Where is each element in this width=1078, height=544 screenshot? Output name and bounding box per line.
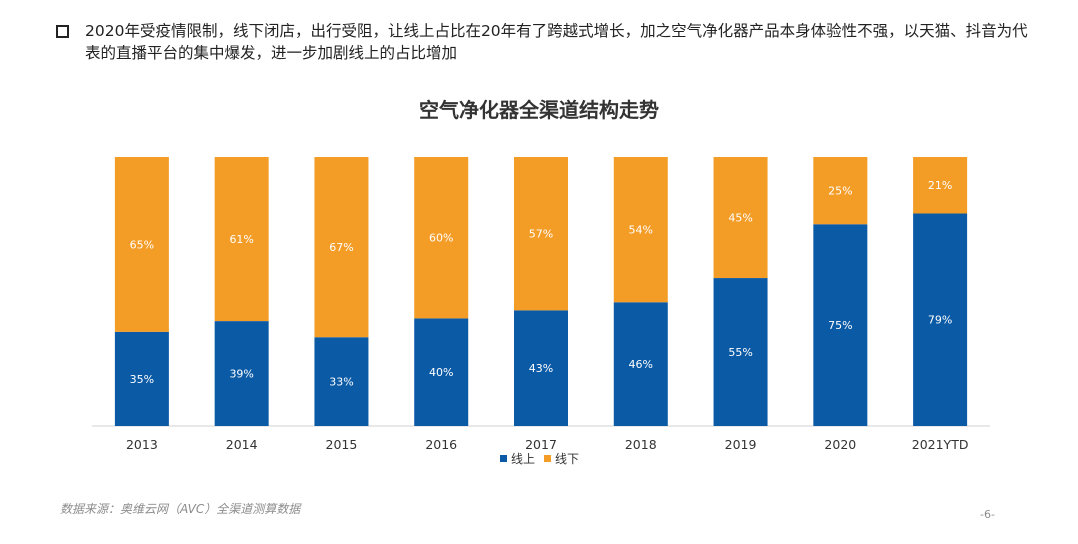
bar-offline-2019 (713, 157, 768, 279)
bar-online-2017 (514, 310, 568, 426)
legend-label-offline: 线下 (555, 452, 579, 466)
intro-text: 2020年受疫情限制，线下闭店，出行受阻，让线上占比在20年有了跨越式增长，加之… (85, 22, 1028, 62)
bar-offline-2013 (114, 157, 169, 332)
bar-offline-2018 (613, 157, 668, 303)
x-tick-label: 2013 (126, 437, 158, 452)
data-label: 57% (529, 228, 553, 241)
x-tick-label: 2014 (226, 437, 258, 452)
data-label: 65% (130, 238, 154, 251)
page-number: -6- (980, 508, 995, 521)
data-label: 79% (928, 314, 952, 327)
data-label: 35% (130, 373, 154, 386)
x-tick-label: 2020 (824, 437, 856, 452)
data-label: 40% (429, 366, 453, 379)
data-label: 33% (329, 376, 353, 389)
legend-label-online: 线上 (511, 452, 535, 466)
bar-online-2015 (314, 337, 369, 426)
bar-offline-2017 (514, 157, 568, 311)
data-label: 75% (828, 319, 852, 332)
data-label: 61% (229, 233, 253, 246)
data-label: 43% (529, 362, 553, 375)
data-label: 46% (629, 358, 653, 371)
bar-offline-2016 (414, 157, 469, 319)
bar-online-2016 (414, 318, 469, 426)
bar-offline-2014 (214, 157, 269, 322)
data-label: 67% (329, 241, 353, 254)
legend-swatch-online (500, 455, 507, 462)
bar-online-2019 (713, 278, 768, 426)
data-label: 60% (429, 232, 453, 245)
bullet-square-icon (56, 25, 69, 38)
data-label: 54% (629, 224, 653, 237)
bar-online-2020 (813, 224, 868, 426)
data-label: 21% (928, 179, 952, 192)
x-tick-label: 2021YTD (912, 437, 969, 452)
x-tick-label: 2018 (625, 437, 657, 452)
data-label: 39% (229, 368, 253, 381)
bar-offline-2020 (813, 157, 868, 225)
data-label: 25% (828, 185, 852, 198)
x-tick-label: 2017 (525, 437, 557, 452)
intro-bullet: 2020年受疫情限制，线下闭店，出行受阻，让线上占比在20年有了跨越式增长，加之… (56, 20, 1046, 64)
bar-online-2013 (114, 331, 169, 426)
bar-offline-2015 (314, 157, 369, 338)
bar-online-2018 (613, 302, 668, 426)
bar-online-2014 (214, 321, 269, 426)
x-tick-label: 2016 (425, 437, 457, 452)
chart-title: 空气净化器全渠道结构走势 (419, 98, 659, 122)
data-label: 45% (728, 212, 752, 225)
x-tick-label: 2015 (326, 437, 358, 452)
x-tick-label: 2019 (725, 437, 757, 452)
data-label: 55% (728, 346, 752, 359)
bar-offline-2021YTD (913, 157, 968, 214)
data-source: 数据来源：奥维云网（AVC）全渠道测算数据 (60, 502, 301, 516)
bar-online-2021YTD (913, 213, 968, 426)
legend-swatch-offline (544, 455, 551, 462)
